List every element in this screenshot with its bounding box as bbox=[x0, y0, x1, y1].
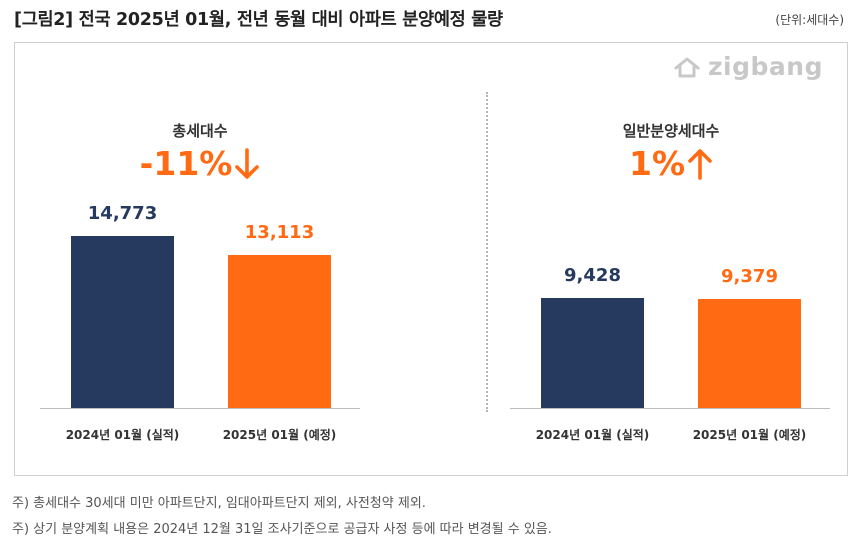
zigbang-logo: zigbang bbox=[672, 52, 823, 81]
data-label: 9,428 bbox=[564, 265, 621, 287]
x-tick-label: 2024년 01월 (실적) bbox=[65, 428, 180, 442]
unit-label: (단위:세대수) bbox=[775, 13, 844, 27]
zigbang-logo-icon bbox=[674, 57, 700, 77]
bar bbox=[228, 255, 331, 408]
x-axis-baseline bbox=[510, 408, 830, 409]
x-tick-label: 2025년 01월 (예정) bbox=[692, 428, 807, 442]
change-percent: 1% bbox=[628, 144, 686, 183]
x-tick-label: 2025년 01월 (예정) bbox=[222, 428, 337, 442]
bar bbox=[71, 236, 174, 408]
arrow-down-icon bbox=[235, 147, 260, 179]
chart-title: [그림2] 전국 2025년 01월, 전년 동월 대비 아파트 분양예정 물량 bbox=[14, 10, 503, 30]
bar bbox=[698, 298, 801, 408]
panel-divider bbox=[486, 92, 488, 412]
data-label: 14,773 bbox=[87, 203, 158, 224]
footnote-2: 주) 상기 분양계획 내용은 2024년 12월 31일 조사기준으로 공급자 … bbox=[12, 522, 552, 537]
data-label: 13,113 bbox=[244, 222, 315, 244]
change-indicator: 1% bbox=[571, 144, 771, 183]
change-indicator: -11% bbox=[100, 144, 300, 183]
x-axis-baseline bbox=[40, 408, 360, 409]
change-percent: -11% bbox=[139, 144, 233, 183]
group-title: 총세대수 bbox=[172, 122, 228, 140]
zigbang-logo-text: zigbang bbox=[708, 52, 823, 81]
x-tick-label: 2024년 01월 (실적) bbox=[535, 428, 650, 442]
footnote-1: 주) 총세대수 30세대 미만 아파트단지, 임대아파트단지 제외, 사전청약 … bbox=[12, 496, 426, 511]
bar bbox=[541, 298, 644, 408]
group-title: 일반분양세대수 bbox=[622, 122, 720, 140]
data-label: 9,379 bbox=[721, 265, 778, 287]
arrow-up-icon bbox=[688, 148, 712, 180]
